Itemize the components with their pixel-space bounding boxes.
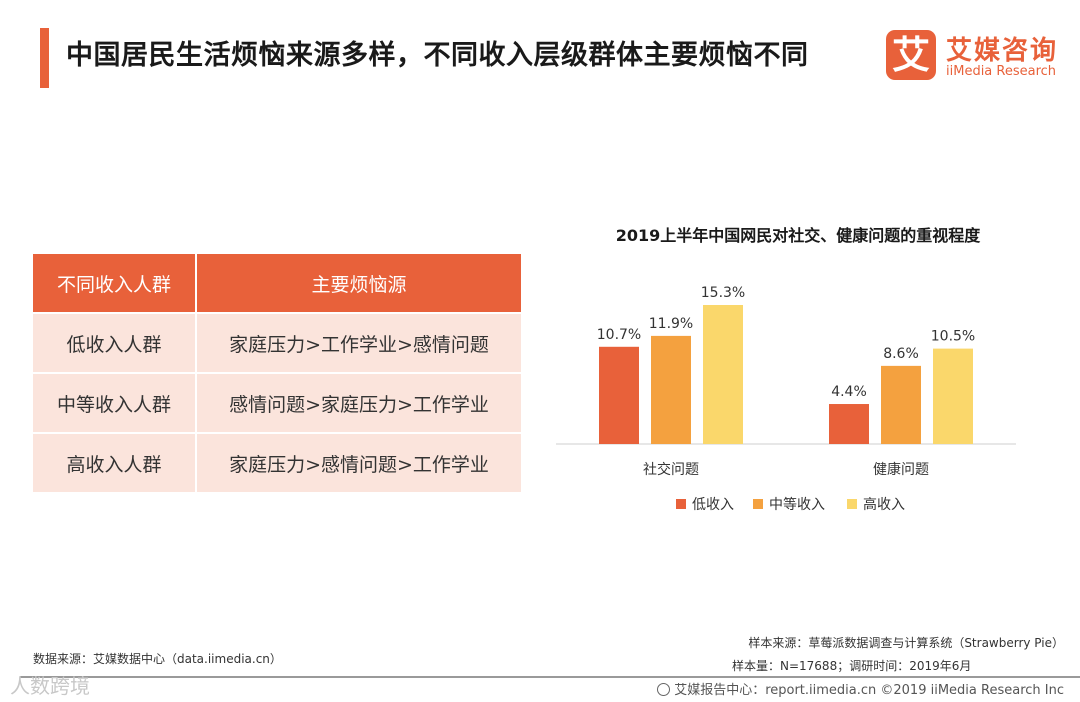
data-label: 10.7%	[597, 327, 641, 343]
bar-3-2	[933, 348, 973, 444]
table-cell-problem: 家庭压力>感情问题>工作学业	[196, 432, 521, 492]
page-title: 中国居民生活烦恼来源多样，不同收入层级群体主要烦恼不同	[66, 40, 809, 71]
logo-mark-icon: 艾	[886, 30, 936, 80]
title-accent-bar	[40, 28, 49, 88]
data-label: 11.9%	[649, 316, 693, 332]
table-cell-problem: 家庭压力>工作学业>感情问题	[196, 312, 521, 373]
chart-title: 2019上半年中国网民对社交、健康问题的重视程度	[615, 226, 981, 245]
bar-3-1	[703, 305, 743, 444]
data-label: 10.5%	[931, 329, 975, 345]
iimedia-logo: 艾 艾媒咨询 iiMedia Research	[886, 28, 1066, 82]
income-problem-table: 不同收入人群 主要烦恼源 低收入人群 家庭压力>工作学业>感情问题 中等收入人群…	[33, 254, 521, 492]
table-header-income-group: 不同收入人群	[33, 254, 197, 313]
category-label: 健康问题	[873, 461, 929, 478]
logo-chinese-name: 艾媒咨询	[946, 36, 1059, 66]
category-label: 社交问题	[643, 461, 699, 478]
table-cell-income-group: 高收入人群	[33, 432, 197, 492]
table-row: 中等收入人群 感情问题>家庭压力>工作学业	[33, 372, 521, 433]
table-cell-income-group: 中等收入人群	[33, 372, 197, 433]
watermark-text: 人数跨境	[10, 674, 90, 698]
legend-swatch	[847, 499, 857, 509]
table-header-main-problem: 主要烦恼源	[196, 254, 521, 313]
table-cell-income-group: 低收入人群	[33, 312, 197, 373]
bar-1-1	[599, 346, 639, 444]
footer-divider	[20, 676, 1080, 678]
logo-english-name: iiMedia Research	[946, 64, 1057, 79]
bar-2-1	[651, 335, 691, 444]
bar-2-2	[881, 365, 921, 444]
globe-icon	[657, 683, 671, 696]
table-row: 低收入人群 家庭压力>工作学业>感情问题	[33, 312, 521, 373]
data-label: 15.3%	[701, 285, 745, 301]
table-row: 高收入人群 家庭压力>感情问题>工作学业	[33, 432, 521, 492]
table-cell-problem: 感情问题>家庭压力>工作学业	[196, 372, 521, 433]
legend-label: 中等收入	[769, 496, 825, 513]
data-label: 4.4%	[831, 384, 867, 400]
legend-swatch	[753, 499, 763, 509]
sample-size-note: 样本量：N=17688；调研时间：2019年6月	[732, 659, 972, 673]
table-header-row: 不同收入人群 主要烦恼源	[33, 254, 521, 313]
legend-swatch	[676, 499, 686, 509]
legend-label: 低收入	[692, 497, 734, 513]
bar-1-2	[829, 404, 869, 444]
data-source-note: 数据来源：艾媒数据中心（data.iimedia.cn）	[33, 652, 282, 666]
report-center-footer: 艾媒报告中心：report.iimedia.cn ©2019 iiMedia R…	[657, 679, 1064, 698]
sample-source-note: 样本来源：草莓派数据调查与计算系统（Strawberry Pie）	[748, 636, 1064, 650]
report-center-text: 艾媒报告中心：report.iimedia.cn ©2019 iiMedia R…	[674, 683, 1064, 698]
data-label: 8.6%	[883, 346, 919, 362]
attention-bar-chart: 2019上半年中国网民对社交、健康问题的重视程度 10.7% 11.9% 15.3%…	[548, 218, 1048, 518]
legend-label: 高收入	[863, 496, 905, 513]
